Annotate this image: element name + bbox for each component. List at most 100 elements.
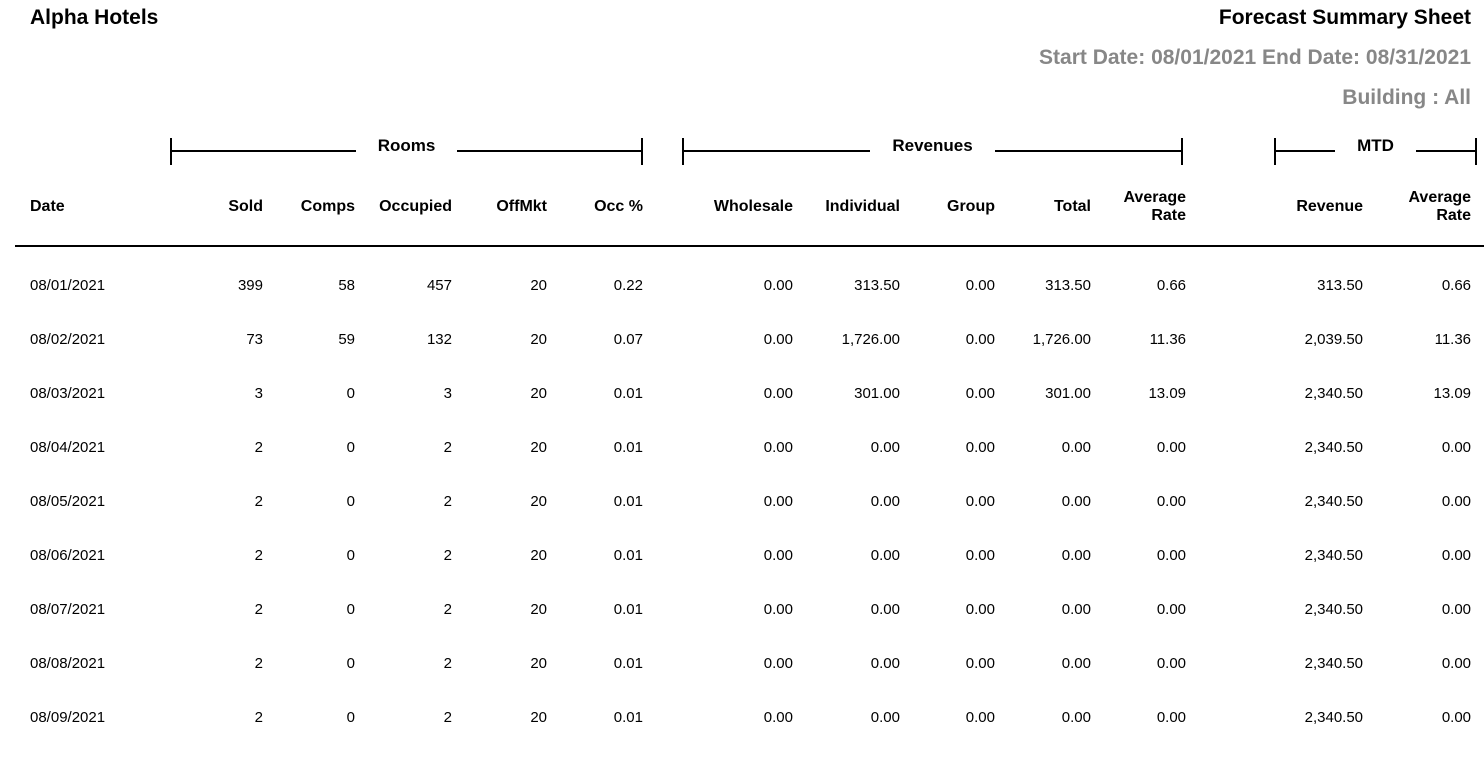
cell-group: 0.00 bbox=[900, 678, 995, 732]
cell-comps: 0 bbox=[263, 570, 355, 624]
cell-individual: 1,726.00 bbox=[793, 300, 900, 354]
cell-mtd-average-rate: 0.00 bbox=[1363, 408, 1484, 462]
column-header-row: Date Sold Comps Occupied OffMkt Occ % Wh… bbox=[15, 168, 1484, 246]
cell-date: 08/02/2021 bbox=[15, 300, 170, 354]
group-header-row: Rooms Revenues bbox=[15, 134, 1484, 168]
cell-group: 0.00 bbox=[900, 516, 995, 570]
cell-group: 0.00 bbox=[900, 300, 995, 354]
cell-offmkt: 20 bbox=[452, 462, 547, 516]
cell-wholesale: 0.00 bbox=[643, 246, 793, 300]
cell-offmkt: 20 bbox=[452, 624, 547, 678]
table-row: 08/02/20217359132200.070.001,726.000.001… bbox=[15, 300, 1484, 354]
cell-mtd-revenue: 2,340.50 bbox=[1186, 570, 1363, 624]
cell-mtd-revenue: 2,039.50 bbox=[1186, 300, 1363, 354]
cell-occ-pct: 0.01 bbox=[547, 408, 643, 462]
cell-total: 313.50 bbox=[995, 246, 1091, 300]
cell-date: 08/01/2021 bbox=[15, 246, 170, 300]
cell-occupied: 2 bbox=[355, 516, 452, 570]
cell-average-rate: 13.09 bbox=[1091, 354, 1186, 408]
cell-occ-pct: 0.01 bbox=[547, 516, 643, 570]
cell-comps: 59 bbox=[263, 300, 355, 354]
cell-individual: 0.00 bbox=[793, 678, 900, 732]
cell-mtd-revenue: 2,340.50 bbox=[1186, 408, 1363, 462]
cell-sold: 2 bbox=[170, 678, 263, 732]
cell-individual: 301.00 bbox=[793, 354, 900, 408]
cell-offmkt: 20 bbox=[452, 678, 547, 732]
bracket-line bbox=[995, 150, 1181, 152]
group-rooms-label: Rooms bbox=[356, 136, 458, 156]
cell-mtd-average-rate: 0.66 bbox=[1363, 246, 1484, 300]
group-rooms: Rooms bbox=[170, 134, 643, 168]
cell-comps: 0 bbox=[263, 678, 355, 732]
cell-average-rate: 0.00 bbox=[1091, 570, 1186, 624]
cell-occ-pct: 0.01 bbox=[547, 570, 643, 624]
cell-group: 0.00 bbox=[900, 624, 995, 678]
cell-offmkt: 20 bbox=[452, 570, 547, 624]
cell-occupied: 2 bbox=[355, 624, 452, 678]
table-body: 08/01/202139958457200.220.00313.500.0031… bbox=[15, 246, 1484, 732]
cell-occ-pct: 0.22 bbox=[547, 246, 643, 300]
cell-sold: 2 bbox=[170, 408, 263, 462]
cell-comps: 0 bbox=[263, 624, 355, 678]
cell-individual: 0.00 bbox=[793, 408, 900, 462]
col-header-total: Total bbox=[995, 168, 1091, 246]
cell-occupied: 3 bbox=[355, 354, 452, 408]
cell-mtd-revenue: 2,340.50 bbox=[1186, 354, 1363, 408]
cell-wholesale: 0.00 bbox=[643, 462, 793, 516]
cell-occupied: 2 bbox=[355, 570, 452, 624]
cell-sold: 2 bbox=[170, 462, 263, 516]
cell-sold: 3 bbox=[170, 354, 263, 408]
forecast-table: Rooms Revenues bbox=[15, 134, 1484, 732]
forecast-summary-page: Alpha Hotels Forecast Summary Sheet Star… bbox=[0, 0, 1484, 760]
cell-individual: 0.00 bbox=[793, 624, 900, 678]
cell-offmkt: 20 bbox=[452, 300, 547, 354]
cell-average-rate: 0.00 bbox=[1091, 624, 1186, 678]
cell-offmkt: 20 bbox=[452, 354, 547, 408]
col-header-date: Date bbox=[15, 168, 170, 246]
col-header-comps: Comps bbox=[263, 168, 355, 246]
cell-date: 08/03/2021 bbox=[15, 354, 170, 408]
cell-total: 0.00 bbox=[995, 570, 1091, 624]
group-spacer bbox=[15, 134, 170, 168]
cell-date: 08/04/2021 bbox=[15, 408, 170, 462]
table-row: 08/01/202139958457200.220.00313.500.0031… bbox=[15, 246, 1484, 300]
cell-mtd-average-rate: 11.36 bbox=[1363, 300, 1484, 354]
cell-occupied: 2 bbox=[355, 678, 452, 732]
cell-mtd-revenue: 313.50 bbox=[1186, 246, 1363, 300]
report-date-range: Start Date: 08/01/2021 End Date: 08/31/2… bbox=[1039, 46, 1471, 70]
cell-comps: 0 bbox=[263, 462, 355, 516]
cell-total: 1,726.00 bbox=[995, 300, 1091, 354]
cell-mtd-average-rate: 0.00 bbox=[1363, 516, 1484, 570]
cell-date: 08/06/2021 bbox=[15, 516, 170, 570]
cell-occupied: 2 bbox=[355, 408, 452, 462]
cell-occ-pct: 0.01 bbox=[547, 624, 643, 678]
cell-comps: 0 bbox=[263, 354, 355, 408]
cell-individual: 0.00 bbox=[793, 516, 900, 570]
bracket-right-tick bbox=[641, 138, 643, 165]
cell-occupied: 2 bbox=[355, 462, 452, 516]
cell-sold: 2 bbox=[170, 516, 263, 570]
cell-date: 08/08/2021 bbox=[15, 624, 170, 678]
building-filter: Building : All bbox=[1039, 86, 1471, 110]
cell-mtd-average-rate: 13.09 bbox=[1363, 354, 1484, 408]
cell-average-rate: 0.00 bbox=[1091, 462, 1186, 516]
col-header-mtd-average-rate: Average Rate bbox=[1363, 168, 1484, 246]
cell-date: 08/09/2021 bbox=[15, 678, 170, 732]
cell-individual: 0.00 bbox=[793, 462, 900, 516]
cell-date: 08/05/2021 bbox=[15, 462, 170, 516]
cell-group: 0.00 bbox=[900, 354, 995, 408]
col-header-occ-pct: Occ % bbox=[547, 168, 643, 246]
building-label: Building : bbox=[1342, 86, 1439, 109]
cell-date: 08/07/2021 bbox=[15, 570, 170, 624]
cell-comps: 0 bbox=[263, 408, 355, 462]
cell-comps: 0 bbox=[263, 516, 355, 570]
bracket-right-tick bbox=[1475, 138, 1477, 165]
col-header-group: Group bbox=[900, 168, 995, 246]
cell-occ-pct: 0.01 bbox=[547, 462, 643, 516]
cell-mtd-average-rate: 0.00 bbox=[1363, 624, 1484, 678]
cell-occ-pct: 0.01 bbox=[547, 354, 643, 408]
bracket-line bbox=[1276, 150, 1335, 152]
cell-group: 0.00 bbox=[900, 246, 995, 300]
cell-wholesale: 0.00 bbox=[643, 516, 793, 570]
cell-total: 0.00 bbox=[995, 678, 1091, 732]
